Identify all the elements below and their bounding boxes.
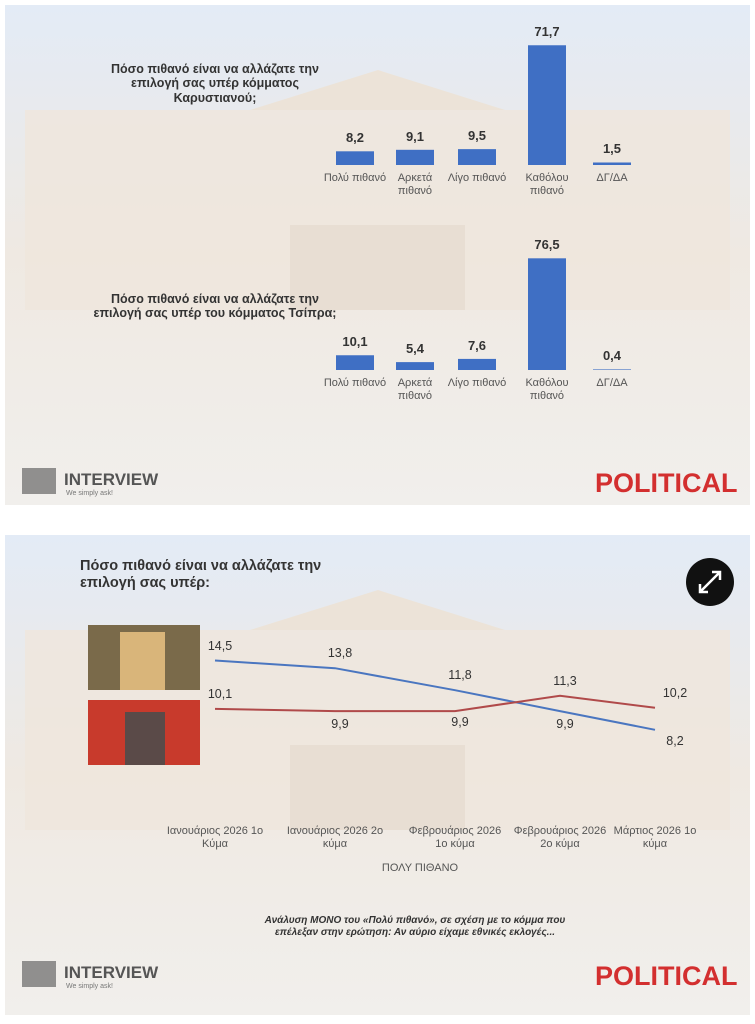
bar <box>593 162 631 165</box>
x-tick-label: Καθόλου πιθανό <box>525 377 569 402</box>
bar <box>458 358 496 370</box>
value-label: 76,5 <box>534 237 560 253</box>
value-label: 10,1 <box>207 686 233 701</box>
logo: INTERVIEW <box>64 963 159 982</box>
value-label: 9,9 <box>451 715 469 730</box>
logo-mark <box>22 468 56 494</box>
bar <box>458 149 496 165</box>
value-label: 1,5 <box>602 141 622 157</box>
bar <box>336 355 374 370</box>
x-tick-label: Λίγο πιθανό <box>447 377 507 389</box>
value-label: 14,5 <box>207 638 233 653</box>
logo: INTERVIEW <box>64 470 159 489</box>
bar <box>528 45 566 165</box>
publisher: POLITICAL <box>595 961 738 991</box>
expand-icon[interactable] <box>698 570 722 594</box>
x-tick-label: Αρκετά πιθανό <box>397 172 433 197</box>
panel-background <box>5 5 750 1015</box>
value-label: 71,7 <box>534 24 560 40</box>
value-label: 13,8 <box>327 646 353 661</box>
bar <box>528 258 566 370</box>
x-tick-label: Φεβρουάριος 2026 1ο κύμα <box>408 825 502 850</box>
value-label: 0,4 <box>602 348 622 364</box>
value-label: 8,2 <box>345 130 365 146</box>
tagline: We simply ask! <box>66 983 113 990</box>
x-tick-label: Πολύ πιθανό <box>323 172 387 184</box>
value-label: 11,8 <box>448 668 472 683</box>
x-tick-label: Ιανουάριος 2026 1ο Κύμα <box>166 825 264 850</box>
x-tick-label: Λίγο πιθανό <box>447 172 507 184</box>
value-label: 10,1 <box>342 334 368 350</box>
value-label: 7,6 <box>467 337 487 353</box>
bar <box>396 149 434 165</box>
x-tick-label: Μάρτιος 2026 1ο κύμα <box>613 825 697 850</box>
value-label: 9,5 <box>467 128 487 144</box>
value-label: 9,1 <box>405 128 425 144</box>
chart-title: Πόσο πιθανό είναι να αλλάζατε την επιλογ… <box>80 558 322 591</box>
bar <box>396 362 434 370</box>
x-axis-label: ΠΟΛΥ ΠΙΘΑΝΟ <box>381 862 459 874</box>
chart-title: Πόσο πιθανό είναι να αλλάζατε την επιλογ… <box>111 62 319 105</box>
value-label: 11,3 <box>553 673 577 688</box>
x-tick-label: ΔΓ/ΔΑ <box>596 172 628 184</box>
value-label: 8,2 <box>666 733 684 748</box>
value-label: 10,2 <box>662 685 688 700</box>
x-tick-label: Πολύ πιθανό <box>323 377 387 389</box>
publisher: POLITICAL <box>595 468 738 498</box>
line <box>214 659 656 731</box>
bar <box>593 369 631 370</box>
value-label: 9,9 <box>556 717 574 732</box>
logo-mark <box>22 961 56 987</box>
chart-title: Πόσο πιθανό είναι να αλλάζατε την επιλογ… <box>93 292 337 321</box>
tagline: We simply ask! <box>66 490 113 497</box>
value-label: 9,9 <box>331 717 349 732</box>
x-tick-label: Ιανουάριος 2026 2ο κύμα <box>286 825 384 850</box>
x-tick-label: Καθόλου πιθανό <box>525 172 569 197</box>
note: Ανάλυση ΜΟΝΟ του «Πολύ πιθανό», σε σχέση… <box>264 915 566 938</box>
x-tick-label: Αρκετά πιθανό <box>397 377 433 402</box>
x-tick-label: Φεβρουάριος 2026 2ο κύμα <box>513 825 607 850</box>
value-label: 5,4 <box>405 341 425 357</box>
x-tick-label: ΔΓ/ΔΑ <box>596 377 628 389</box>
bar <box>336 151 374 165</box>
line <box>214 694 656 713</box>
